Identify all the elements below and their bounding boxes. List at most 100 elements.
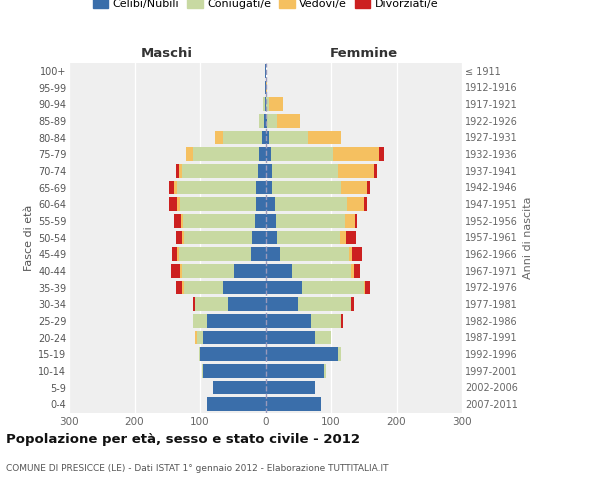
Bar — [280, 248, 349, 261]
Bar — [265, 64, 266, 78]
Bar — [203, 364, 265, 378]
Bar — [262, 130, 265, 144]
Bar — [314, 330, 331, 344]
Bar — [175, 214, 181, 228]
Bar — [183, 214, 255, 228]
Bar — [196, 330, 197, 344]
Bar — [206, 398, 265, 411]
Bar — [259, 148, 265, 161]
Text: Femmine: Femmine — [329, 47, 398, 60]
Bar — [265, 330, 314, 344]
Bar — [265, 348, 338, 361]
Bar — [265, 364, 325, 378]
Bar — [182, 164, 257, 177]
Bar — [170, 264, 181, 278]
Bar — [292, 264, 350, 278]
Bar — [234, 264, 265, 278]
Bar — [176, 280, 182, 294]
Bar — [197, 330, 203, 344]
Bar — [340, 230, 346, 244]
Bar — [379, 148, 384, 161]
Bar — [352, 248, 362, 261]
Bar — [269, 98, 283, 111]
Bar — [341, 314, 343, 328]
Bar — [364, 198, 367, 211]
Bar — [255, 214, 265, 228]
Bar — [185, 148, 193, 161]
Bar — [213, 380, 265, 394]
Bar — [355, 214, 356, 228]
Bar — [265, 398, 321, 411]
Bar — [264, 114, 265, 128]
Bar — [256, 198, 265, 211]
Bar — [181, 264, 182, 278]
Bar — [345, 214, 355, 228]
Bar — [265, 80, 266, 94]
Bar — [267, 114, 277, 128]
Bar — [277, 114, 299, 128]
Bar — [193, 298, 195, 311]
Bar — [308, 130, 341, 144]
Bar — [200, 348, 265, 361]
Bar — [265, 114, 267, 128]
Y-axis label: Fasce di età: Fasce di età — [23, 204, 34, 270]
Bar — [298, 298, 350, 311]
Bar — [364, 280, 365, 294]
Bar — [338, 164, 374, 177]
Bar — [184, 280, 223, 294]
Bar — [223, 280, 265, 294]
Bar — [195, 298, 227, 311]
Bar — [266, 98, 269, 111]
Bar — [271, 148, 333, 161]
Bar — [265, 164, 272, 177]
Bar — [374, 164, 377, 177]
Bar — [176, 230, 182, 244]
Bar — [182, 264, 234, 278]
Bar — [177, 198, 181, 211]
Bar — [177, 180, 256, 194]
Bar — [251, 248, 265, 261]
Bar — [354, 264, 361, 278]
Bar — [199, 348, 200, 361]
Bar — [325, 364, 326, 378]
Bar — [256, 180, 265, 194]
Bar — [276, 214, 345, 228]
Bar — [269, 130, 308, 144]
Bar — [349, 248, 352, 261]
Bar — [338, 348, 341, 361]
Bar — [311, 314, 341, 328]
Bar — [182, 230, 184, 244]
Bar — [176, 164, 179, 177]
Text: COMUNE DI PRESICCE (LE) - Dati ISTAT 1° gennaio 2012 - Elaborazione TUTTITALIA.I: COMUNE DI PRESICCE (LE) - Dati ISTAT 1° … — [6, 464, 389, 473]
Bar — [259, 114, 264, 128]
Bar — [206, 314, 265, 328]
Bar — [177, 248, 179, 261]
Bar — [265, 298, 298, 311]
Bar — [181, 214, 183, 228]
Bar — [266, 80, 268, 94]
Bar — [253, 230, 265, 244]
Bar — [179, 248, 251, 261]
Bar — [265, 98, 266, 111]
Bar — [257, 164, 265, 177]
Bar — [169, 198, 177, 211]
Text: Popolazione per età, sesso e stato civile - 2012: Popolazione per età, sesso e stato civil… — [6, 432, 360, 446]
Bar — [341, 180, 367, 194]
Y-axis label: Anni di nascita: Anni di nascita — [523, 196, 533, 278]
Bar — [333, 148, 379, 161]
Bar — [302, 280, 364, 294]
Bar — [265, 230, 277, 244]
Bar — [184, 230, 253, 244]
Bar — [275, 198, 347, 211]
Bar — [172, 248, 177, 261]
Bar — [350, 298, 354, 311]
Bar — [277, 230, 340, 244]
Bar — [265, 314, 311, 328]
Bar — [265, 180, 272, 194]
Bar — [174, 180, 177, 194]
Bar — [193, 148, 259, 161]
Bar — [181, 198, 256, 211]
Bar — [272, 164, 338, 177]
Bar — [265, 380, 314, 394]
Bar — [223, 130, 262, 144]
